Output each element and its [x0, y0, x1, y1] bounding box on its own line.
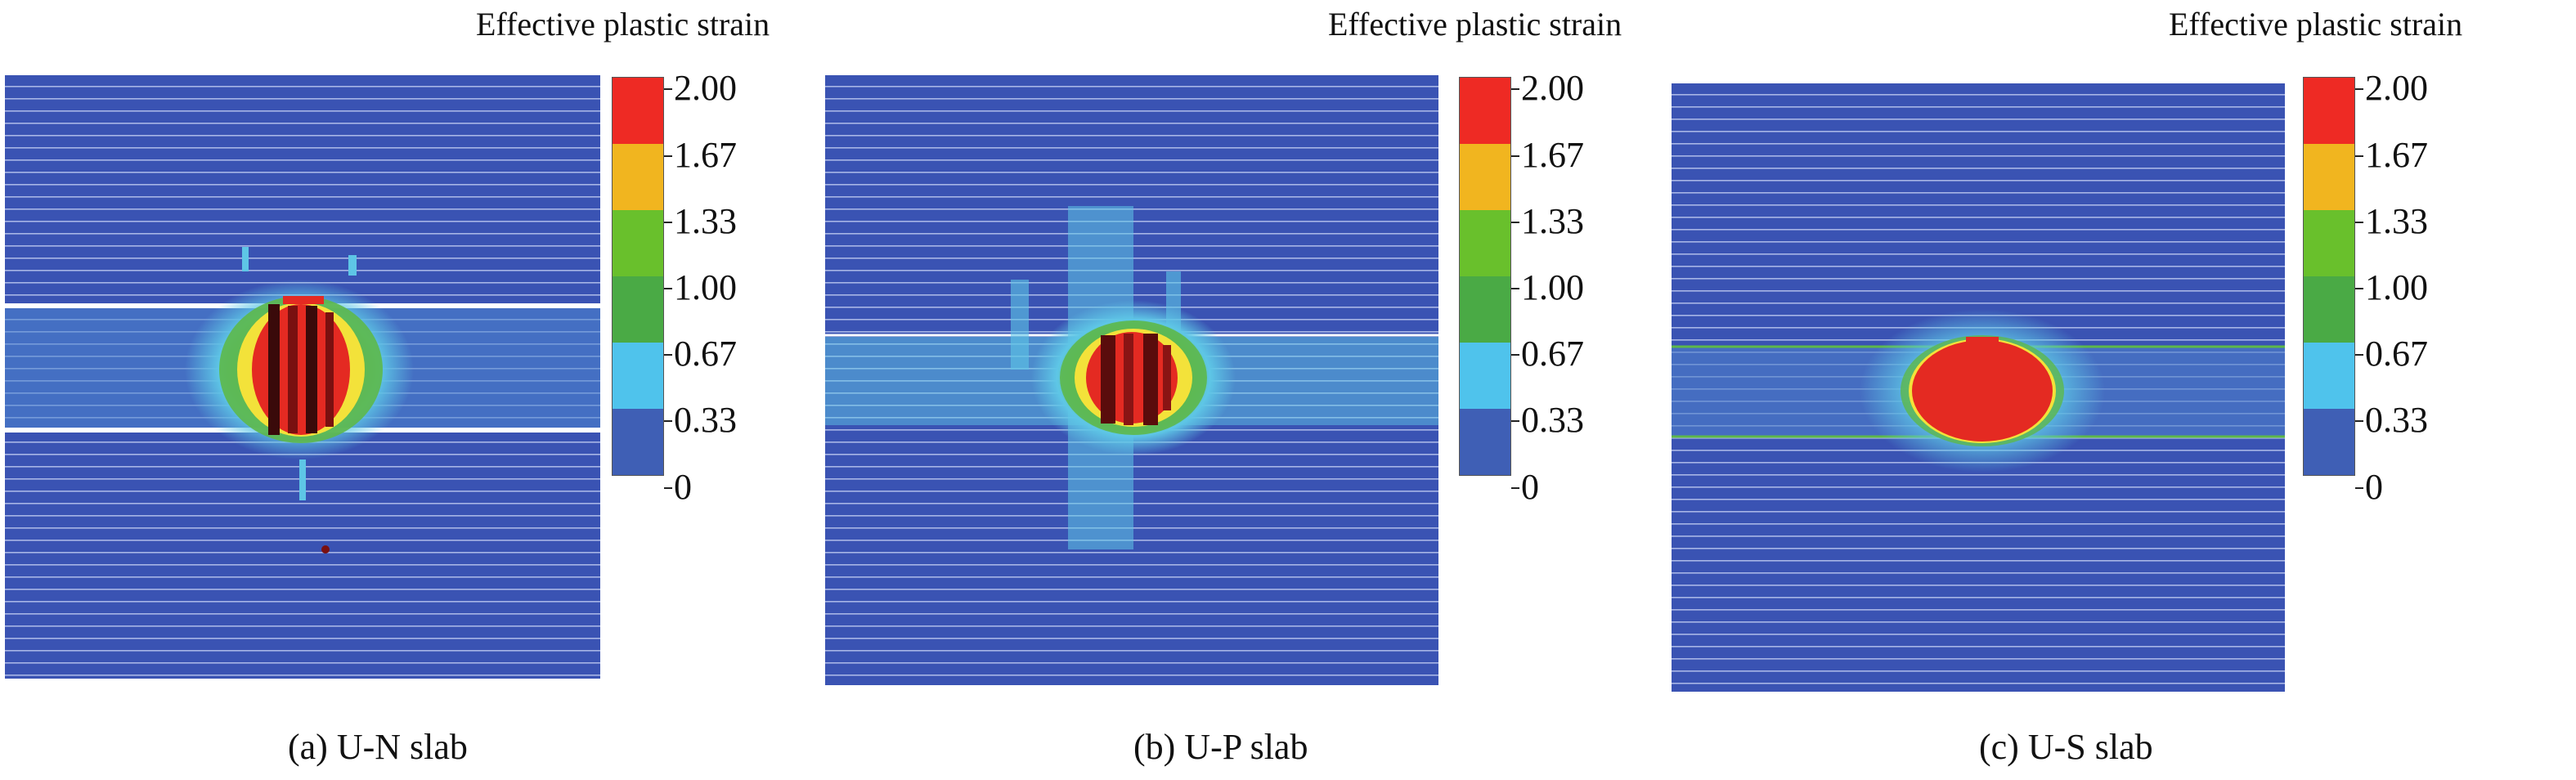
strain-colorbar — [2303, 77, 2355, 476]
panel-caption: (b) U-P slab — [1133, 727, 1308, 767]
colorbar-segment — [2304, 210, 2354, 276]
colorbar-tick-label: 1.00 — [1511, 267, 1584, 307]
strain-colorbar — [612, 77, 664, 476]
colorbar-segment — [1460, 343, 1510, 409]
colorbar-tick-label: 1.33 — [2355, 201, 2428, 241]
colorbar-segment — [2304, 409, 2354, 475]
panel-caption: (c) U-S slab — [1979, 727, 2153, 767]
colorbar-segment — [613, 78, 663, 144]
colorbar-tick-label: 0.67 — [1511, 334, 1584, 374]
colorbar-segment — [1460, 210, 1510, 276]
panel-caption: (a) U-N slab — [288, 727, 468, 767]
colorbar-segment — [2304, 78, 2354, 144]
colorbar-segment — [1460, 409, 1510, 475]
colorbar-tick-label: 0.67 — [664, 334, 737, 374]
panel-b: Effective plastic strain — [818, 0, 1717, 780]
strain-contour-plot — [5, 75, 600, 679]
colorbar-segment — [613, 276, 663, 343]
colorbar-tick-label: 1.33 — [1511, 201, 1584, 241]
legend-title: Effective plastic strain — [1328, 6, 1622, 43]
colorbar-tick-label: 0 — [1511, 467, 1539, 507]
colorbar-segment — [1460, 276, 1510, 343]
colorbar-segment — [613, 409, 663, 475]
colorbar-tick-label: 1.67 — [2355, 135, 2428, 175]
colorbar-tick-label: 1.00 — [2355, 267, 2428, 307]
panel-c: Effective plastic strain — [1665, 0, 2576, 780]
colorbar-tick-label: 0 — [664, 467, 692, 507]
strain-contour-plot — [823, 75, 1441, 685]
colorbar-segment — [2304, 343, 2354, 409]
legend-title: Effective plastic strain — [476, 6, 770, 43]
colorbar-tick-label: 2.00 — [664, 68, 737, 108]
colorbar-segment — [613, 210, 663, 276]
colorbar-tick-label: 2.00 — [1511, 68, 1584, 108]
legend-title: Effective plastic strain — [2169, 6, 2463, 43]
colorbar-tick-label: 0.33 — [664, 400, 737, 440]
colorbar-tick-label: 0 — [2355, 467, 2383, 507]
colorbar-segment — [2304, 276, 2354, 343]
strain-colorbar — [1459, 77, 1511, 476]
colorbar-segment — [2304, 144, 2354, 210]
colorbar-segment — [613, 144, 663, 210]
colorbar-segment — [1460, 144, 1510, 210]
colorbar-tick-label: 1.67 — [1511, 135, 1584, 175]
colorbar-segment — [1460, 78, 1510, 144]
colorbar-tick-label: 2.00 — [2355, 68, 2428, 108]
colorbar-tick-label: 1.67 — [664, 135, 737, 175]
colorbar-tick-label: 0.33 — [1511, 400, 1584, 440]
colorbar-tick-label: 1.33 — [664, 201, 737, 241]
colorbar-tick-label: 1.00 — [664, 267, 737, 307]
strain-contour-plot — [1672, 83, 2285, 692]
panel-a: Effective plastic strain — [0, 0, 859, 780]
colorbar-tick-label: 0.33 — [2355, 400, 2428, 440]
colorbar-tick-label: 0.67 — [2355, 334, 2428, 374]
colorbar-segment — [613, 343, 663, 409]
